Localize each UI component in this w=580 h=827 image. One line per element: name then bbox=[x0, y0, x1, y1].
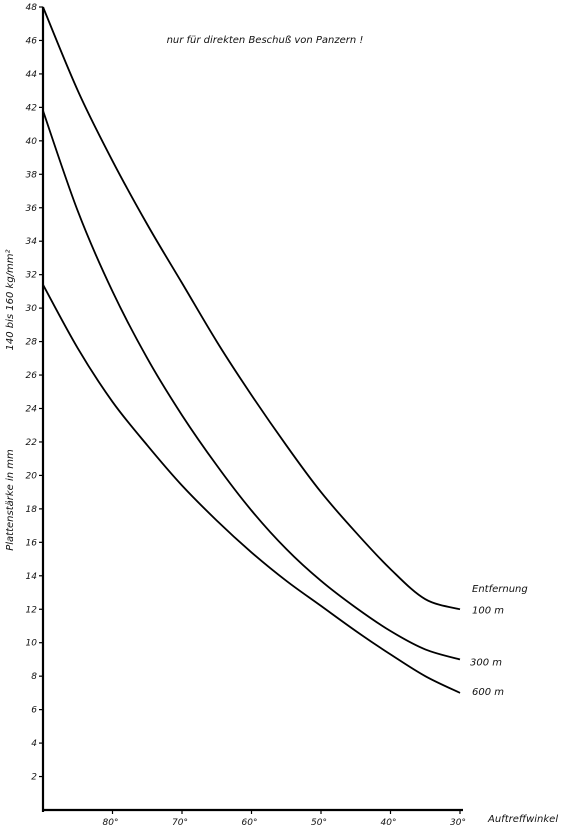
y-axis-ticks: 2468101214161820222426283032343638404244… bbox=[26, 3, 43, 783]
y-tick-label: 22 bbox=[26, 438, 38, 448]
y-tick-label: 42 bbox=[26, 103, 38, 113]
y-tick-label: 36 bbox=[26, 204, 38, 214]
x-axis-ticks: 80° 70° 60° 50° 40° 30° bbox=[103, 810, 466, 827]
axes bbox=[41, 7, 463, 812]
y-tick-label: 16 bbox=[26, 538, 38, 548]
x-tick-label: 30° bbox=[450, 818, 466, 827]
y-tick-label: 2 bbox=[31, 773, 37, 783]
series-label: 600 m bbox=[472, 687, 504, 698]
legend-title: Entfernung bbox=[472, 584, 528, 595]
x-tick-label: 80° bbox=[103, 818, 119, 827]
y-tick-label: 6 bbox=[31, 706, 37, 716]
y-tick-label: 4 bbox=[31, 739, 37, 749]
y-tick-label: 12 bbox=[26, 605, 38, 615]
x-tick-label: 60° bbox=[242, 818, 258, 827]
data-series bbox=[42, 6, 461, 694]
x-tick-label: 70° bbox=[172, 818, 188, 827]
y-tick-label: 34 bbox=[26, 237, 38, 247]
y-tick-label: 40 bbox=[26, 137, 38, 147]
y-tick-label: 26 bbox=[26, 371, 38, 381]
series-label: 100 m bbox=[472, 605, 504, 616]
series-line-100m bbox=[42, 6, 461, 611]
series-line-600m bbox=[42, 284, 461, 694]
series-labels: 100 m 300 m 600 m bbox=[470, 605, 504, 698]
y-axis-label-strength: 140 bis 160 kg/mm² bbox=[5, 249, 16, 350]
y-tick-label: 10 bbox=[26, 639, 38, 649]
series-line-300m bbox=[42, 110, 461, 661]
y-tick-label: 30 bbox=[26, 304, 38, 314]
x-tick-label: 40° bbox=[381, 818, 397, 827]
y-tick-label: 18 bbox=[26, 505, 38, 515]
y-tick-label: 14 bbox=[26, 572, 38, 582]
x-axis-label: Auftreffwinkel bbox=[487, 814, 558, 825]
series-label: 300 m bbox=[470, 657, 502, 668]
x-tick-label: 50° bbox=[311, 818, 327, 827]
y-tick-label: 48 bbox=[26, 3, 38, 13]
y-tick-label: 38 bbox=[26, 170, 38, 180]
chart-title: nur für direkten Beschuß von Panzern ! bbox=[167, 35, 364, 46]
y-tick-label: 20 bbox=[26, 471, 38, 481]
y-tick-label: 8 bbox=[31, 672, 37, 682]
y-tick-label: 28 bbox=[26, 338, 38, 348]
y-axis-label: Plattenstärke in mm bbox=[5, 449, 16, 551]
y-tick-label: 46 bbox=[26, 36, 38, 46]
y-tick-label: 24 bbox=[26, 405, 38, 415]
y-tick-label: 32 bbox=[26, 271, 38, 281]
y-tick-label: 44 bbox=[26, 70, 38, 80]
